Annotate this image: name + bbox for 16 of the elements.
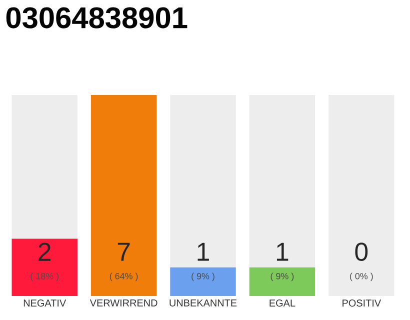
x-tick-label: UNBEKANNTE — [170, 300, 237, 306]
annotation: ( 18% ) — [30, 272, 58, 282]
chart-title: 03064838901 — [6, 7, 188, 28]
x-tick-label: EGAL — [270, 300, 296, 307]
x-tick-label: POSITIV — [342, 300, 382, 307]
data-label: 1 — [198, 242, 209, 261]
annotation: ( 64% ) — [110, 272, 138, 282]
data-label: 1 — [276, 242, 288, 261]
annotation: 0 — [355, 242, 368, 261]
annotation: ( 9% ) — [270, 272, 294, 282]
x-tick-label: VERWIRREND — [90, 300, 158, 306]
data-label: 7 — [118, 242, 130, 261]
x-tick-label: NEGATIV — [24, 300, 66, 307]
annotation: ( 0% ) — [350, 272, 373, 282]
data-label: 2 — [38, 242, 51, 261]
annotation: ( 9% ) — [192, 272, 214, 282]
